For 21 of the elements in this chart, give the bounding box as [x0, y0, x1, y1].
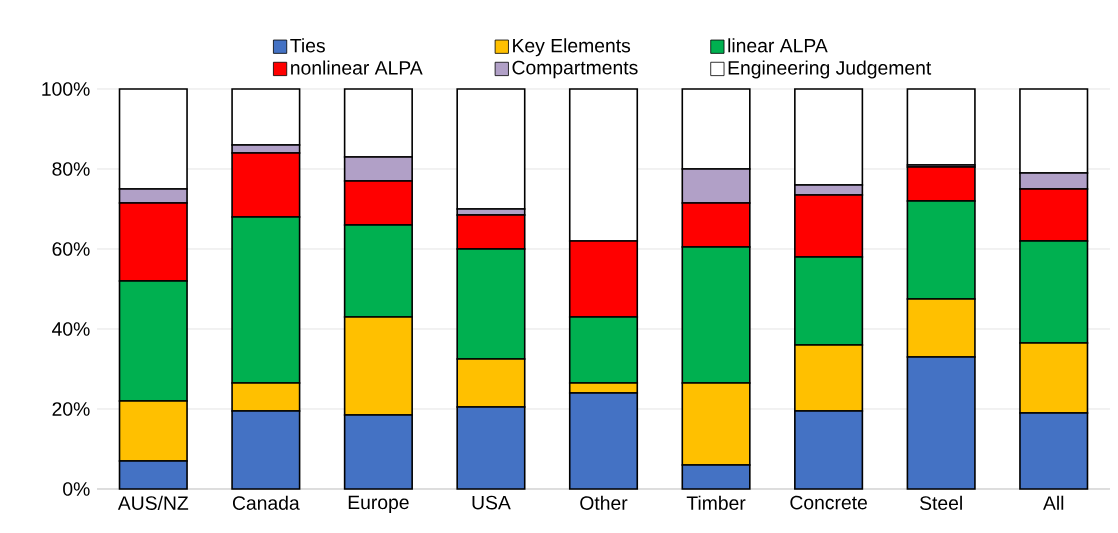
- legend-label: nonlinear ALPA: [291, 60, 423, 75]
- x-tick-label: AUS/NZ: [117, 495, 189, 510]
- legend-label: linear ALPA: [728, 38, 828, 53]
- x-tick-label: All: [1043, 495, 1064, 510]
- x-tick-label: Canada: [232, 495, 300, 510]
- x-tick-label: Europe: [348, 495, 409, 514]
- legend-label: Engineering Judgement: [728, 60, 932, 79]
- legend-label: Key Elements: [513, 38, 631, 57]
- x-tick-label: Concrete: [790, 495, 867, 510]
- y-tick-label: 80%: [52, 162, 90, 176]
- y-tick-label: 0%: [63, 482, 90, 496]
- x-tick-label: USA: [472, 495, 511, 510]
- x-tick-label: Timber: [686, 495, 746, 510]
- y-tick-label: 100%: [42, 82, 90, 96]
- y-tick-label: 60%: [52, 242, 90, 256]
- x-tick-label: Other: [580, 495, 628, 510]
- legend-label: Ties: [290, 38, 325, 53]
- x-tick-label: Steel: [920, 495, 962, 510]
- y-tick-label: 40%: [52, 322, 90, 336]
- y-tick-label: 20%: [52, 402, 90, 416]
- legend-label: Compartments: [512, 60, 638, 79]
